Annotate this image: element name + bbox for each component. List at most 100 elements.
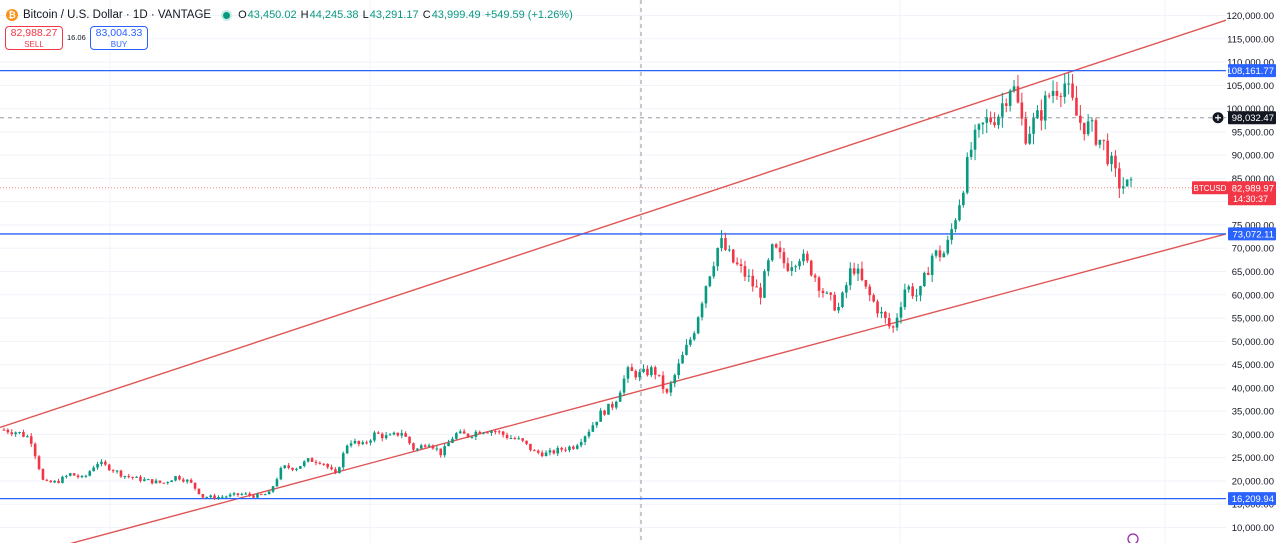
candlesticks [2, 73, 1133, 500]
candle-body [166, 482, 170, 484]
price-axis-tick: 20,000.00 [1232, 476, 1274, 487]
candle-body [614, 401, 618, 408]
candle-body [341, 453, 345, 468]
candle-body [1043, 95, 1047, 121]
candle-body [419, 445, 423, 449]
candle-body [119, 470, 123, 477]
candle-body [474, 431, 478, 437]
candle-body [556, 447, 560, 454]
candle-body [852, 268, 856, 274]
price-axis-tick: 45,000.00 [1232, 360, 1274, 371]
candle-body [248, 493, 251, 496]
price-axis-tick: 65,000.00 [1232, 267, 1274, 278]
sell-button[interactable]: 82,988.27 SELL [5, 26, 63, 50]
candle-body [221, 496, 224, 498]
candle-body [131, 476, 134, 478]
level-price-label-bg [1228, 227, 1276, 241]
candle-body [182, 479, 185, 482]
candle-body [977, 124, 981, 130]
candle-body [373, 432, 376, 441]
bitcoin-icon: ₿ [6, 9, 18, 21]
candle-body [236, 493, 240, 495]
candle-body [759, 287, 762, 298]
candle-body [958, 205, 961, 221]
candle-body [669, 383, 673, 393]
candle-body [14, 432, 17, 435]
candle-body [154, 480, 158, 484]
spread-value: 16.06 [67, 33, 86, 42]
candle-body [973, 129, 977, 150]
candle-body [997, 116, 1000, 126]
candle-body [431, 445, 435, 449]
price-axis-tick: 10,000.00 [1232, 523, 1274, 534]
candle-body [1020, 102, 1024, 119]
symbol-title[interactable]: Bitcoin / U.S. Dollar · 1D · VANTAGE [23, 9, 212, 21]
candle-body [361, 442, 365, 445]
candle-body [1071, 83, 1074, 98]
candle-body [954, 220, 957, 230]
sell-price: 82,988.27 [10, 27, 58, 39]
candle-body [696, 317, 700, 334]
candle-body [1114, 155, 1117, 169]
candle-body [782, 252, 786, 264]
candle-body [540, 452, 544, 457]
candle-body [455, 433, 458, 439]
candle-body [1129, 179, 1133, 181]
candle-body [291, 467, 294, 470]
candle-body [439, 448, 443, 456]
candle-body [661, 375, 665, 390]
candle-body [72, 473, 76, 476]
candle-body [626, 367, 630, 379]
candle-body [1121, 186, 1125, 189]
candle-body [232, 493, 236, 495]
candle-body [427, 445, 431, 447]
candle-body [263, 494, 267, 496]
candle-body [377, 432, 380, 434]
candle-body [739, 264, 743, 267]
candle-body [326, 463, 329, 468]
candle-body [1075, 97, 1078, 116]
open-label: O [238, 9, 247, 21]
level-price-label: 73,072.11 [1232, 229, 1274, 240]
candle-body [1028, 133, 1031, 144]
candle-body [1098, 139, 1102, 145]
candle-body [57, 480, 60, 483]
candle-body [435, 448, 439, 450]
candle-body [68, 473, 72, 476]
channel-upper-line [0, 19, 1227, 429]
candle-body [45, 479, 49, 481]
candle-body [123, 476, 127, 478]
candle-body [170, 480, 173, 483]
candle-body [100, 461, 103, 464]
candle-body [334, 469, 337, 474]
candle-body [302, 461, 306, 467]
candle-body [899, 307, 903, 318]
candle-body [1016, 86, 1020, 103]
candle-body [981, 122, 985, 125]
candle-body [497, 431, 501, 433]
candle-body [813, 275, 817, 278]
candle-body [673, 375, 677, 384]
candle-body [618, 392, 622, 402]
candle-body [891, 326, 895, 328]
candle-body [384, 435, 388, 439]
candle-body [568, 446, 571, 451]
candle-body [825, 292, 829, 294]
candle-body [1051, 90, 1055, 96]
candle-body [404, 433, 407, 437]
candle-body [1008, 90, 1012, 106]
symbol-tag-bg [1192, 181, 1228, 195]
candle-body [681, 354, 684, 364]
candle-body [587, 431, 591, 437]
candle-body [841, 292, 844, 307]
candle-body [1102, 139, 1106, 141]
buy-button[interactable]: 83,004.33 BUY [90, 26, 148, 50]
candle-body [677, 363, 680, 376]
candle-body [689, 339, 692, 345]
price-axis-tick: 90,000.00 [1232, 151, 1274, 162]
candle-body [903, 289, 907, 308]
candle-body [1032, 118, 1035, 134]
candle-body [33, 443, 37, 457]
candle-body [630, 367, 634, 372]
